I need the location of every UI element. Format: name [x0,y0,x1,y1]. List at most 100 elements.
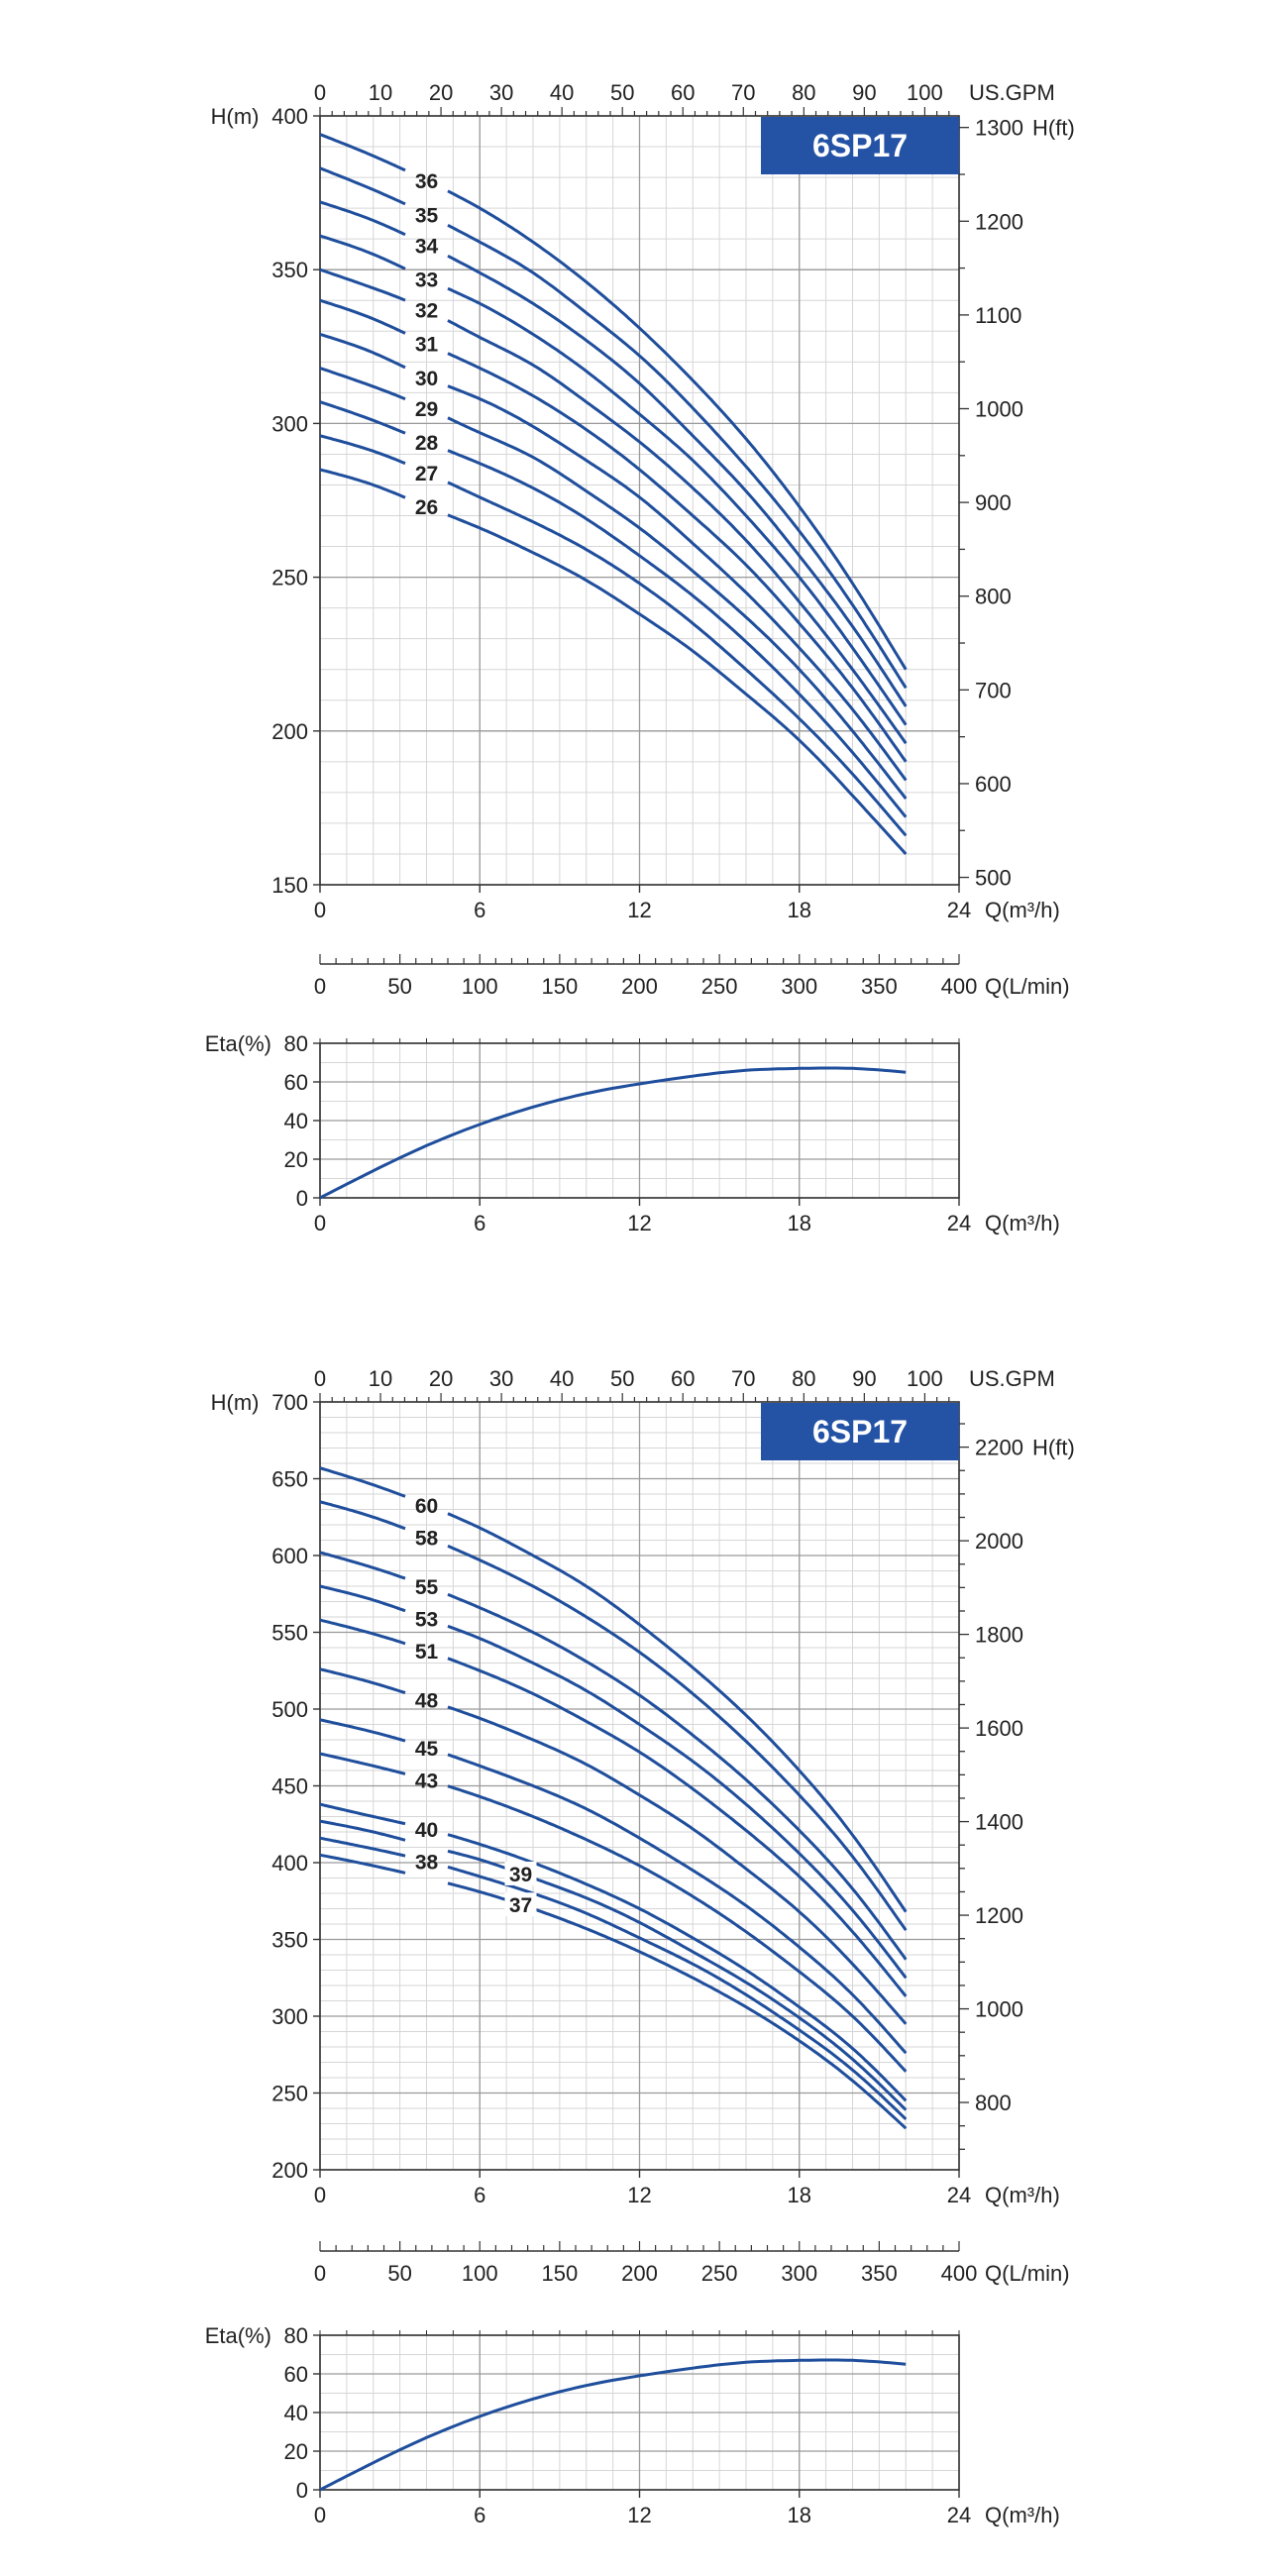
lmin-tick-label: 0 [314,2261,326,2286]
y-axis-unit: Eta(%) [205,2323,271,2348]
x-axis-unit: Q(m³/h) [985,898,1060,922]
top-tick-label: 80 [792,80,815,105]
top-tick-label: 60 [671,80,695,105]
y2-tick-label: 800 [975,585,1012,609]
x-tick-label: 0 [314,1211,326,1235]
y-tick-label: 0 [296,2478,308,2503]
top-tick-label: 30 [489,80,513,105]
x-tick-label: 24 [947,2183,971,2207]
y-tick-label: 350 [271,1928,308,1953]
efficiency-chart-1: 0 20 40 60 80 Eta(%) 0 6 12 18 24 Q(m³/h) [205,1031,1060,1235]
series-label-34: 34 [415,235,439,258]
y2-tick-label: 1400 [975,1810,1023,1835]
x-tick-label: 18 [788,898,811,922]
y-tick-label: 200 [271,2158,308,2183]
series-line-38-b [447,1865,908,2120]
y-tick-label: 80 [284,1031,308,1056]
y-tick-label: 40 [284,2401,308,2425]
y-tick-label: 550 [271,1621,308,1646]
y2-tick-label: 1600 [975,1716,1023,1741]
model-badge [761,117,959,174]
lmin-tick-label: 200 [621,2261,658,2286]
series-line-29-b [447,416,908,801]
series-line-53-b [447,1624,908,1980]
series-line-40-a [319,1802,406,1826]
series-label-36: 36 [415,170,438,193]
y-tick-label: 450 [271,1774,308,1799]
series-line-32-a [319,268,406,302]
y-tick-label: 700 [271,1390,308,1415]
y-tick-label: 250 [271,566,308,590]
y-tick-label: 60 [284,2362,308,2387]
y-tick-label: 40 [284,1109,308,1133]
y2-tick-label: 600 [975,772,1012,797]
series-label-28: 28 [415,432,439,455]
x-tick-label: 12 [627,1211,651,1235]
series-line-39-a [319,1819,406,1842]
y2-tick-label: 1800 [975,1623,1023,1648]
lmin-tick-label: 250 [701,974,738,999]
x-tick-label: 18 [788,2183,811,2207]
series-line-33-a [319,234,406,270]
x-tick-label: 12 [627,898,651,922]
series-line-40-b [447,1833,908,2102]
series-line-60-b [447,1512,908,1913]
series-label-32: 32 [415,300,438,323]
series-line-34-b [447,254,908,707]
series-label-51: 51 [415,1641,439,1664]
series-label-38: 38 [415,1851,439,1874]
grid-3 [319,1401,960,2171]
lmin-tick-label: 50 [387,2261,411,2286]
lmin-tick-label: 350 [861,2261,898,2286]
y2-tick-label: 1200 [975,209,1023,234]
lmin-tick-label: 400 [941,974,978,999]
lmin-tick-label: 400 [941,2261,978,2286]
x-axis-unit: Q(m³/h) [985,2183,1060,2207]
series-line-27-b [447,481,908,837]
lmin-tick-label: 0 [314,974,326,999]
x-axis-unit: Q(m³/h) [985,1211,1060,1235]
series-line-36-b [447,189,908,671]
lmin-axis-unit: Q(L/min) [985,2261,1070,2286]
series-label-29: 29 [415,398,438,421]
top-tick-label: 50 [610,1366,634,1391]
series-label-45: 45 [415,1738,439,1761]
flow-lmin-scale-2: 0 50 100 150 200 250 300 350 400 Q(L/min) [314,2241,1070,2286]
series-label-58: 58 [415,1527,439,1550]
top-tick-label: 90 [852,1366,876,1391]
series-label-33: 33 [415,269,438,292]
y-axis-unit: H(m) [211,1390,260,1415]
x-tick-label: 0 [314,2503,326,2527]
top-tick-label: 0 [314,1366,326,1391]
series-line-28-a [319,400,406,435]
series-line-45-b [447,1753,908,2055]
series-line-31-a [319,298,406,335]
series-label-40: 40 [415,1819,438,1842]
series-line-51-a [319,1618,406,1646]
series-label-48: 48 [415,1690,439,1713]
series-line-36-a [319,133,406,172]
y2-axis-unit: H(ft) [1032,1436,1075,1460]
x-tick-label: 6 [474,2503,485,2527]
series-label-26: 26 [415,496,438,519]
y-axis-unit: Eta(%) [205,1031,271,1056]
top-axis-unit: US.GPM [969,80,1055,105]
y2-tick-label: 2200 [975,1436,1023,1460]
y-tick-label: 20 [284,1147,308,1172]
lmin-tick-label: 300 [781,974,817,999]
series-label-43: 43 [415,1770,438,1792]
series-line-32-b [447,319,908,745]
model-badge-label: 6SP17 [812,1414,908,1449]
series-line-31-b [447,352,908,763]
series-line-30-b [447,384,908,782]
series-line-58-a [319,1500,406,1531]
series-line-60-a [319,1466,406,1498]
series-label-backdrop [504,1892,537,1917]
y2-tick-label: 800 [975,2091,1012,2115]
top-tick-label: 60 [671,1366,695,1391]
series-line-58-b [447,1545,908,1932]
y-tick-label: 350 [271,258,308,282]
top-tick-label: 10 [369,1366,392,1391]
top-tick-label: 40 [550,1366,574,1391]
top-tick-label: 100 [907,1366,943,1391]
